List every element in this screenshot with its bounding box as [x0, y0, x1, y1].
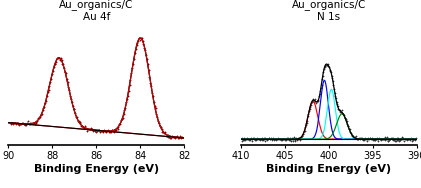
X-axis label: Binding Energy (eV): Binding Energy (eV) — [266, 164, 392, 174]
Title: Au_organics/C
N 1s: Au_organics/C N 1s — [292, 0, 366, 22]
X-axis label: Binding Energy (eV): Binding Energy (eV) — [34, 164, 159, 174]
Title: Au_organics/C
Au 4f: Au_organics/C Au 4f — [59, 0, 133, 22]
